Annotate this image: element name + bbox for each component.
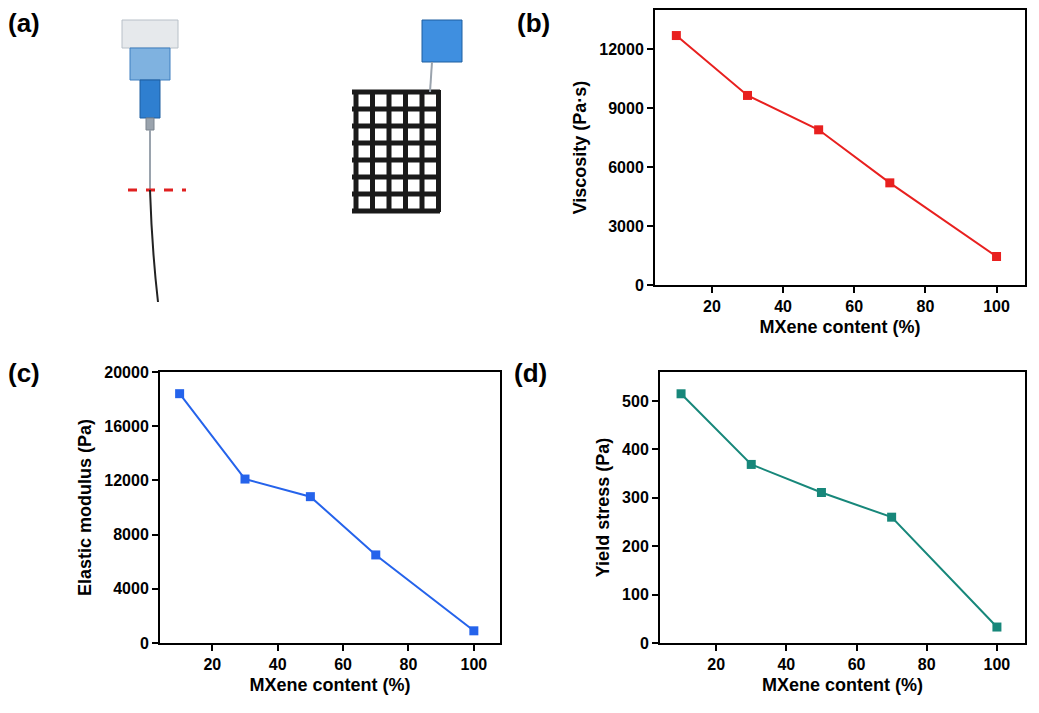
svg-text:300: 300 <box>622 489 649 506</box>
svg-text:400: 400 <box>622 441 649 458</box>
svg-text:(c): (c) <box>8 358 40 388</box>
svg-text:12000: 12000 <box>599 41 644 58</box>
svg-text:6000: 6000 <box>608 159 644 176</box>
svg-text:MXene content (%): MXene content (%) <box>249 675 410 695</box>
svg-text:100: 100 <box>984 656 1011 673</box>
svg-text:0: 0 <box>140 635 149 652</box>
svg-text:80: 80 <box>916 298 934 315</box>
svg-text:500: 500 <box>622 393 649 410</box>
svg-text:3000: 3000 <box>608 218 644 235</box>
svg-text:0: 0 <box>640 635 649 652</box>
svg-text:12000: 12000 <box>104 472 149 489</box>
svg-text:8000: 8000 <box>113 526 149 543</box>
svg-text:40: 40 <box>774 298 792 315</box>
svg-text:(d): (d) <box>514 358 547 388</box>
svg-text:MXene content (%): MXene content (%) <box>759 317 920 337</box>
svg-text:40: 40 <box>777 656 795 673</box>
svg-text:(a): (a) <box>8 8 40 38</box>
svg-text:4000: 4000 <box>113 580 149 597</box>
svg-text:80: 80 <box>918 656 936 673</box>
svg-text:Elastic modulus (Pa): Elastic modulus (Pa) <box>75 419 95 596</box>
svg-text:200: 200 <box>622 538 649 555</box>
svg-text:(b): (b) <box>517 8 550 38</box>
svg-text:80: 80 <box>400 656 418 673</box>
svg-text:60: 60 <box>334 656 352 673</box>
svg-text:20: 20 <box>703 298 721 315</box>
svg-text:60: 60 <box>848 656 866 673</box>
svg-text:20: 20 <box>203 656 221 673</box>
svg-text:Yield stress (Pa): Yield stress (Pa) <box>593 438 613 577</box>
svg-text:MXene content (%): MXene content (%) <box>762 675 923 695</box>
svg-text:100: 100 <box>460 656 487 673</box>
svg-text:20000: 20000 <box>104 364 149 381</box>
svg-text:0: 0 <box>635 277 644 294</box>
svg-text:20: 20 <box>707 656 725 673</box>
svg-text:16000: 16000 <box>104 418 149 435</box>
svg-text:100: 100 <box>622 586 649 603</box>
svg-text:100: 100 <box>983 298 1010 315</box>
svg-text:9000: 9000 <box>608 100 644 117</box>
svg-text:60: 60 <box>845 298 863 315</box>
svg-text:40: 40 <box>269 656 287 673</box>
svg-text:Viscosity (Pa·s): Viscosity (Pa·s) <box>570 81 590 215</box>
